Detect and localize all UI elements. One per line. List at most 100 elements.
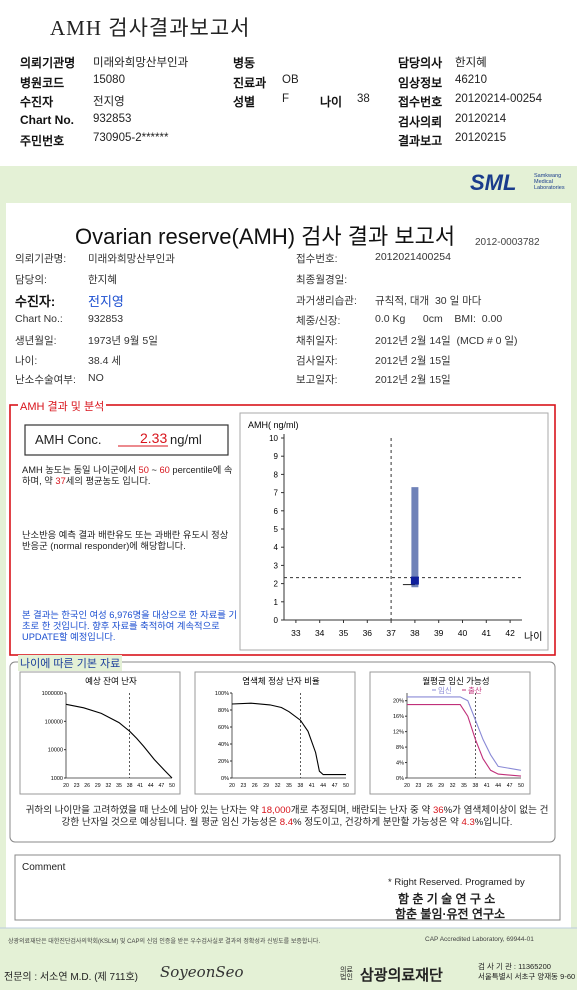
info-label: 과거생리습관: xyxy=(296,295,357,307)
range-bar xyxy=(411,487,419,588)
x-tick-label: 50 xyxy=(343,783,349,789)
text-segment: 36 xyxy=(432,805,444,816)
info-label: 보고일자: xyxy=(296,374,338,386)
info-label: 최종월경일: xyxy=(296,274,348,286)
summary: 귀하의 나이만을 고려하였을 때 난소에 남아 있는 난자는 약 18,000개… xyxy=(22,805,552,829)
field-value: OB xyxy=(282,74,299,86)
text-segment: %입니다. xyxy=(474,817,513,828)
x-tick-label: 47 xyxy=(159,783,165,789)
x-tick-label: 41 xyxy=(482,628,492,638)
credit: 함춘 불임·유전 연구소 xyxy=(395,907,506,921)
x-tick-label: 41 xyxy=(484,783,490,789)
section-title: 나이에 따른 기본 자료 xyxy=(18,655,123,671)
info-label: 채취일자: xyxy=(296,335,338,347)
y-tick-label: 2 xyxy=(274,580,279,589)
chart-box xyxy=(239,412,549,651)
info-value: 규칙적, 대개 30 일 마다 xyxy=(375,295,482,307)
analysis-text: AMH 농도는 동일 나이군에서 50 ~ 60 percentile에 속하며… xyxy=(22,465,234,487)
x-tick-label: 26 xyxy=(427,783,433,789)
y-tick-label: 1000000 xyxy=(42,691,63,697)
info-label: 난소수술여부: xyxy=(15,374,76,386)
field-value: 46210 xyxy=(455,74,487,86)
info-value: 2012021400254 xyxy=(375,251,451,263)
info-value: 2012년 2월 14일 (MCD # 0 일) xyxy=(375,335,518,347)
field-value: 20120215 xyxy=(455,132,507,144)
text-segment: % 정도이고, 건강하게 분만할 가능성은 약 xyxy=(293,817,462,828)
mini-title: 염색체 정상 난자 비율 xyxy=(242,676,320,686)
field-value: 한지혜 xyxy=(455,57,487,69)
x-tick-label: 29 xyxy=(263,783,269,789)
y-tick-label: 80% xyxy=(218,708,229,714)
logo-sub: Samkwang Medical Laboratories xyxy=(534,173,565,191)
info-value: 미래와희망산부인과 xyxy=(88,253,175,265)
field-value: F xyxy=(282,93,290,105)
y-tick-label: 4% xyxy=(396,761,404,767)
y-tick-label: 0% xyxy=(396,776,404,782)
text-segment: 개로 추정되며, 배란되는 난자 중 약 xyxy=(290,805,433,816)
x-tick-label: 38 xyxy=(298,783,304,789)
y-tick-label: 4 xyxy=(274,543,279,552)
y-tick-label: 20% xyxy=(393,699,404,705)
field-label: 주민번호 xyxy=(20,134,65,148)
x-tick-label: 50 xyxy=(518,783,524,789)
x-tick-label: 23 xyxy=(416,783,422,789)
analysis-note: 본 결과는 한국인 여성 6,976명을 대상으로 한 자료를 기초로 한 것입… xyxy=(22,610,237,642)
y-tick-label: 20% xyxy=(218,759,229,765)
text-segment: %가 염색체이상이 없는 건강한 난자일 것으로 예상됩니다. 월 평균 임신 … xyxy=(61,805,549,828)
field-label: 병동 xyxy=(233,56,256,70)
logo-sub-line: Samkwang xyxy=(534,173,562,179)
text-segment: 귀하의 나이만을 고려하였을 때 난소에 남아 있는 난자는 약 xyxy=(25,805,262,816)
x-tick-label: 23 xyxy=(74,783,80,789)
x-tick-label: 35 xyxy=(339,628,349,638)
field-value: 15080 xyxy=(93,74,125,86)
line xyxy=(407,704,522,777)
info-label: 의뢰기관명: xyxy=(15,253,67,265)
field-value: 20120214 xyxy=(455,113,507,125)
x-tick-label: 35 xyxy=(116,783,122,789)
mini-title: 월평균 임신 가능성 xyxy=(422,676,489,686)
x-tick-label: 20 xyxy=(63,783,69,789)
x-tick-label: 39 xyxy=(434,628,444,638)
x-tick-label: 35 xyxy=(461,783,467,789)
x-tick-label: 41 xyxy=(309,783,315,789)
line xyxy=(407,696,522,771)
x-tick-label: 26 xyxy=(252,783,258,789)
field-label: 나이 xyxy=(320,95,343,109)
text-segment: 50 xyxy=(138,465,149,475)
y-tick-label: 16% xyxy=(393,714,404,720)
text-segment: ~ xyxy=(148,465,160,475)
info-value: 한지혜 xyxy=(88,274,117,286)
x-tick-label: 38 xyxy=(473,783,479,789)
x-tick-label: 38 xyxy=(410,628,420,638)
field-value: 932853 xyxy=(93,113,132,125)
y-tick-label: 60% xyxy=(218,725,229,731)
y-tick-label: 6 xyxy=(274,507,279,516)
doc-title: AMH 검사결과보고서 xyxy=(50,16,251,40)
x-tick-label: 41 xyxy=(137,783,143,789)
info-value: 2012년 2월 15일 xyxy=(375,374,451,386)
mini-box xyxy=(194,671,356,795)
footer-info-line: 검 사 기 관 : 11365200 xyxy=(478,962,551,971)
comment-box xyxy=(14,854,561,921)
x-tick-label: 32 xyxy=(275,783,281,789)
value-marker xyxy=(410,576,419,585)
analysis-text: 난소반응 예측 결과 배란유도 또는 과배란 유도시 정상반응군 (normal… xyxy=(22,530,229,551)
org-prefix: 의료법인 xyxy=(340,967,353,981)
field-label: 결과보고 xyxy=(398,134,443,148)
x-tick-label: 47 xyxy=(332,783,338,789)
conc-unit: ng/ml xyxy=(170,432,202,447)
report-title: Ovarian reserve(AMH) 검사 결과 보고서 xyxy=(75,224,456,249)
logo-sub-line: Laboratories xyxy=(534,185,565,191)
text-segment: 4.3 xyxy=(461,817,475,828)
x-tick-label: 23 xyxy=(241,783,247,789)
x-tick-label: 42 xyxy=(505,628,515,638)
x-tick-label: 29 xyxy=(95,783,101,789)
field-label: 진료과 xyxy=(233,76,267,90)
y-tick-label: 1 xyxy=(274,598,279,607)
field-value: 전지영 xyxy=(93,96,125,108)
footer-cap: CAP Accredited Laboratory, 69944-01 xyxy=(425,936,534,943)
info-value: 전지영 xyxy=(88,294,124,309)
x-tick-label: 50 xyxy=(169,783,175,789)
x-tick-label: 32 xyxy=(106,783,112,789)
info-label: 담당의: xyxy=(15,274,47,286)
